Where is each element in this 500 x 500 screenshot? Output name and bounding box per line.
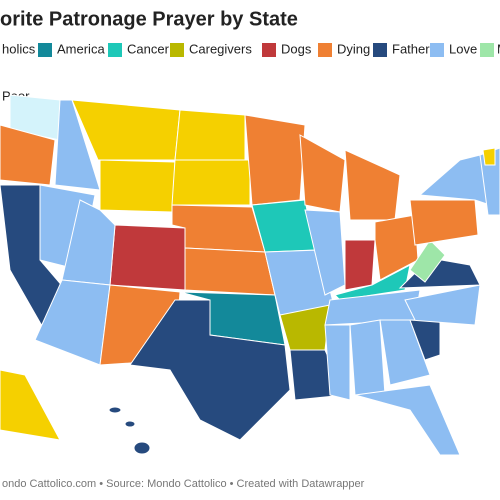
state bbox=[409, 199, 479, 246]
state bbox=[344, 149, 401, 221]
map-title: orite Patronage Prayer by State bbox=[0, 8, 298, 30]
state bbox=[349, 319, 386, 396]
state bbox=[324, 324, 351, 401]
state bbox=[124, 420, 136, 428]
legend-label: Fathers bbox=[392, 41, 437, 56]
legend-label: America bbox=[57, 41, 105, 56]
state bbox=[0, 124, 56, 186]
state bbox=[61, 199, 116, 286]
state bbox=[184, 247, 276, 296]
states bbox=[0, 94, 500, 456]
state bbox=[374, 214, 419, 281]
state bbox=[171, 204, 266, 253]
legend-swatch bbox=[318, 43, 332, 57]
state bbox=[174, 109, 246, 161]
state bbox=[108, 406, 122, 414]
state bbox=[404, 284, 481, 326]
state bbox=[418, 154, 491, 206]
state bbox=[99, 159, 176, 213]
state bbox=[299, 134, 346, 213]
state bbox=[133, 441, 151, 455]
state bbox=[482, 147, 496, 166]
legend-swatch bbox=[373, 43, 387, 57]
state bbox=[244, 114, 306, 206]
state bbox=[409, 239, 446, 283]
footer: ondo Cattolico.com • Source: Mondo Catto… bbox=[2, 478, 365, 490]
legend-swatch bbox=[262, 43, 276, 57]
state bbox=[171, 159, 251, 206]
legend-swatch bbox=[430, 43, 444, 57]
legend-label: Dogs bbox=[281, 41, 312, 56]
legend-swatch bbox=[108, 43, 122, 57]
state bbox=[379, 319, 431, 386]
legend-label: Cancer bbox=[127, 41, 170, 56]
state bbox=[344, 239, 376, 291]
legend-label: Caregivers bbox=[189, 41, 252, 56]
legend-swatch bbox=[38, 43, 52, 57]
state bbox=[0, 369, 61, 441]
legend-label: M bbox=[497, 41, 500, 56]
state bbox=[109, 224, 186, 291]
legend-swatch bbox=[170, 43, 184, 57]
legend-label: Dying bbox=[337, 41, 370, 56]
state bbox=[354, 384, 461, 456]
legend-label: Love bbox=[449, 41, 477, 56]
legend-label: holics bbox=[2, 41, 36, 56]
legend-swatch bbox=[480, 43, 494, 57]
state bbox=[129, 299, 291, 441]
legend: holics America Cancer Caregivers Dogs Dying Fa… bbox=[2, 41, 500, 103]
